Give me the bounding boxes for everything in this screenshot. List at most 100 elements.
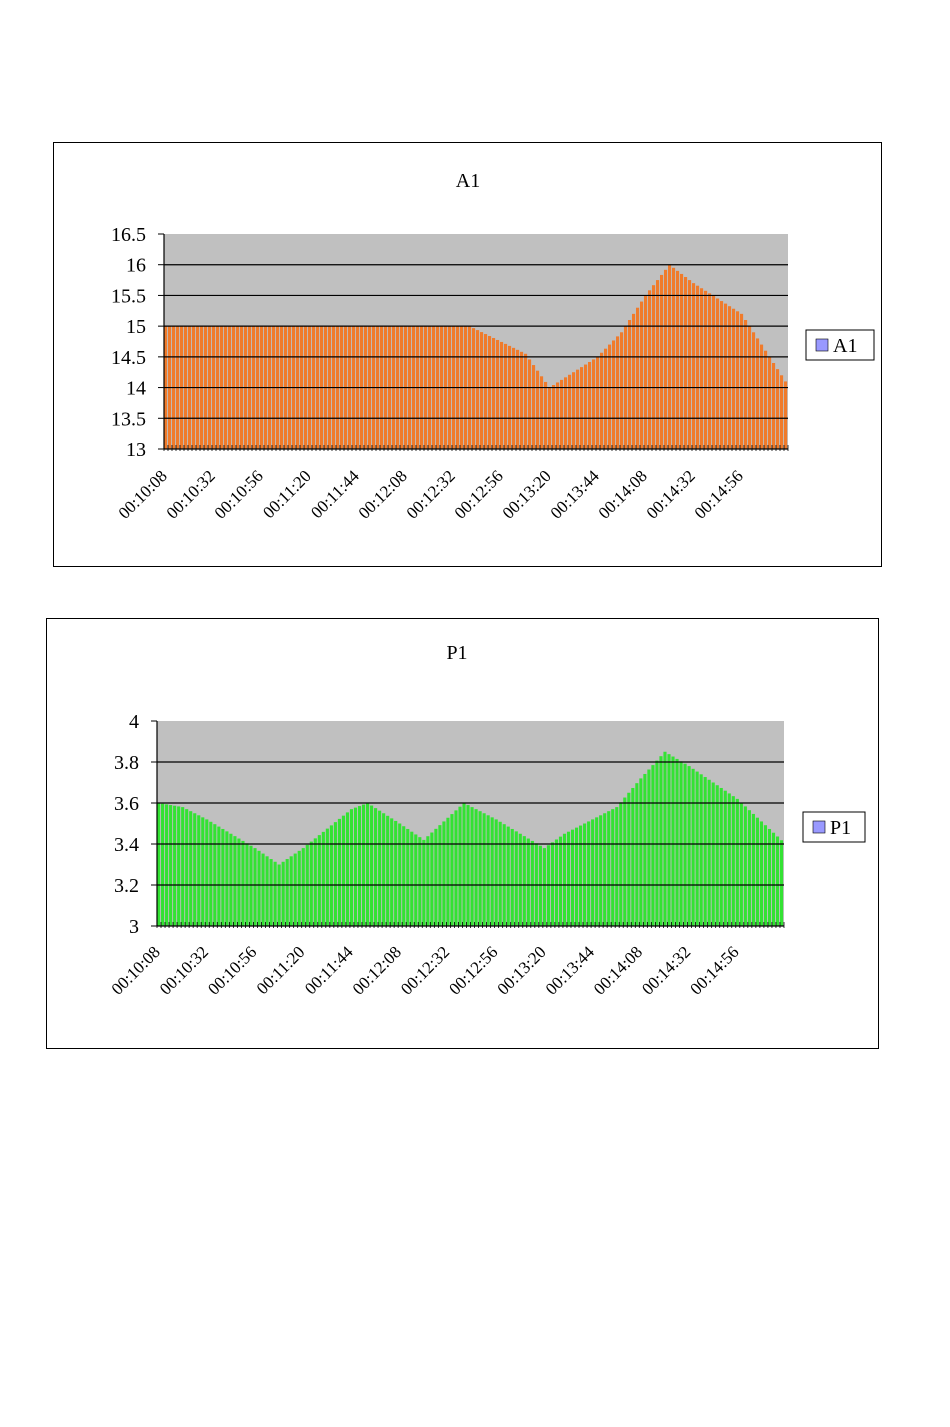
bar — [177, 806, 181, 926]
bar — [767, 828, 772, 926]
bar — [607, 811, 611, 926]
bar — [579, 825, 583, 926]
bar — [554, 839, 559, 926]
bar — [771, 832, 776, 926]
bar — [221, 828, 225, 926]
bar — [644, 295, 648, 449]
bar — [341, 815, 345, 926]
bar — [776, 369, 780, 449]
bar — [366, 803, 370, 926]
y-tick-label: 3 — [129, 916, 139, 938]
bar — [530, 840, 534, 926]
bar — [546, 845, 550, 926]
bar — [353, 807, 358, 926]
y-tick-label: 3.8 — [114, 752, 139, 774]
bar — [229, 833, 233, 926]
x-axis-ticks — [163, 445, 789, 451]
bar — [165, 804, 169, 926]
bar — [604, 348, 608, 449]
bar — [544, 381, 548, 449]
bar — [325, 828, 329, 926]
x-tick-label: 00:12:56 — [451, 466, 507, 522]
bar — [556, 382, 560, 449]
bar — [189, 811, 193, 926]
bar — [672, 267, 676, 449]
y-tick-label: 3.4 — [114, 834, 139, 856]
bar — [635, 783, 639, 926]
x-axis-ticks — [156, 922, 785, 928]
bar — [552, 385, 556, 449]
bar — [692, 283, 696, 449]
bar — [532, 365, 536, 449]
y-tick-label: 4 — [129, 711, 139, 733]
bar — [636, 307, 640, 449]
legend-swatch — [812, 820, 826, 834]
bar — [333, 822, 337, 926]
bar — [504, 343, 508, 449]
bar — [591, 819, 595, 926]
bar — [707, 779, 711, 926]
bar — [442, 821, 446, 926]
y-tick-label: 15.5 — [111, 285, 146, 307]
bar — [161, 803, 165, 926]
bar — [723, 790, 727, 926]
bar — [277, 864, 281, 926]
bar — [197, 815, 201, 926]
bar — [580, 367, 584, 449]
x-tick-label: 00:14:08 — [590, 942, 646, 998]
bar — [502, 824, 506, 926]
bar — [309, 841, 313, 926]
bar — [390, 818, 394, 927]
bar — [695, 771, 699, 926]
bar — [508, 345, 512, 449]
bar — [583, 823, 587, 926]
bar — [394, 820, 398, 926]
bar — [514, 831, 518, 926]
bar — [321, 831, 325, 926]
bar — [595, 817, 599, 926]
bar — [285, 859, 289, 926]
bar — [470, 807, 474, 926]
y-tick-label: 3.2 — [114, 875, 139, 897]
bar — [632, 313, 636, 449]
bar — [640, 301, 644, 449]
bar — [751, 813, 755, 926]
bar — [450, 814, 454, 926]
bar — [683, 763, 687, 926]
bar — [600, 352, 604, 449]
bar — [357, 806, 362, 926]
bar — [667, 754, 671, 926]
chart-a1-title: A1 — [456, 170, 480, 192]
bar — [193, 813, 197, 926]
bar — [676, 270, 680, 449]
bar — [715, 785, 719, 926]
bar — [522, 836, 526, 926]
bar — [603, 813, 607, 926]
x-tick-label: 00:10:32 — [163, 466, 219, 522]
x-tick-label: 00:13:20 — [499, 466, 555, 522]
x-tick-label: 00:12:32 — [403, 466, 459, 522]
x-tick-label: 00:11:20 — [259, 466, 315, 522]
bar — [418, 837, 422, 926]
bar — [699, 774, 703, 926]
bar — [779, 840, 784, 926]
y-tick-label: 15 — [126, 316, 146, 338]
bar — [562, 833, 567, 926]
bar — [566, 831, 571, 926]
bar — [269, 859, 273, 926]
bar — [484, 334, 488, 449]
bar — [500, 341, 504, 449]
bar — [422, 839, 426, 926]
bar — [655, 760, 659, 926]
bar — [696, 285, 700, 449]
bar — [496, 339, 500, 449]
bar — [217, 826, 221, 926]
x-tick-label: 00:13:20 — [493, 942, 549, 998]
y-tick-label: 3.6 — [114, 793, 139, 815]
x-tick-label: 00:14:32 — [638, 942, 694, 998]
x-tick-label: 00:13:44 — [542, 942, 599, 999]
bar — [671, 756, 675, 926]
bar — [763, 825, 768, 926]
bar — [374, 808, 378, 926]
bar — [434, 828, 438, 926]
